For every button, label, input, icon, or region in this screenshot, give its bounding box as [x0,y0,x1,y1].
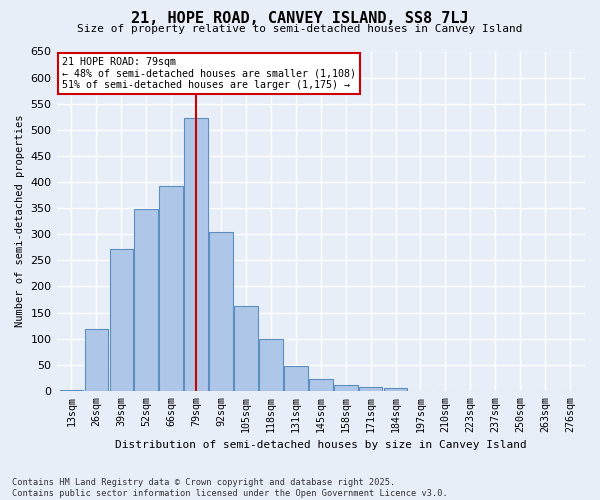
Bar [110,249,133,391]
Text: Size of property relative to semi-detached houses in Canvey Island: Size of property relative to semi-detach… [77,24,523,34]
Bar [234,306,258,391]
Text: 21, HOPE ROAD, CANVEY ISLAND, SS8 7LJ: 21, HOPE ROAD, CANVEY ISLAND, SS8 7LJ [131,11,469,26]
Bar [209,232,233,391]
X-axis label: Distribution of semi-detached houses by size in Canvey Island: Distribution of semi-detached houses by … [115,440,527,450]
Y-axis label: Number of semi-detached properties: Number of semi-detached properties [15,115,25,328]
Bar [284,366,308,391]
Text: 21 HOPE ROAD: 79sqm
← 48% of semi-detached houses are smaller (1,108)
51% of sem: 21 HOPE ROAD: 79sqm ← 48% of semi-detach… [62,56,356,90]
Text: Contains HM Land Registry data © Crown copyright and database right 2025.
Contai: Contains HM Land Registry data © Crown c… [12,478,448,498]
Bar [160,186,183,391]
Bar [259,338,283,391]
Bar [184,118,208,391]
Bar [134,209,158,391]
Bar [359,386,382,391]
Bar [59,390,83,391]
Bar [384,388,407,391]
Bar [334,385,358,391]
Bar [309,380,332,391]
Bar [85,329,108,391]
